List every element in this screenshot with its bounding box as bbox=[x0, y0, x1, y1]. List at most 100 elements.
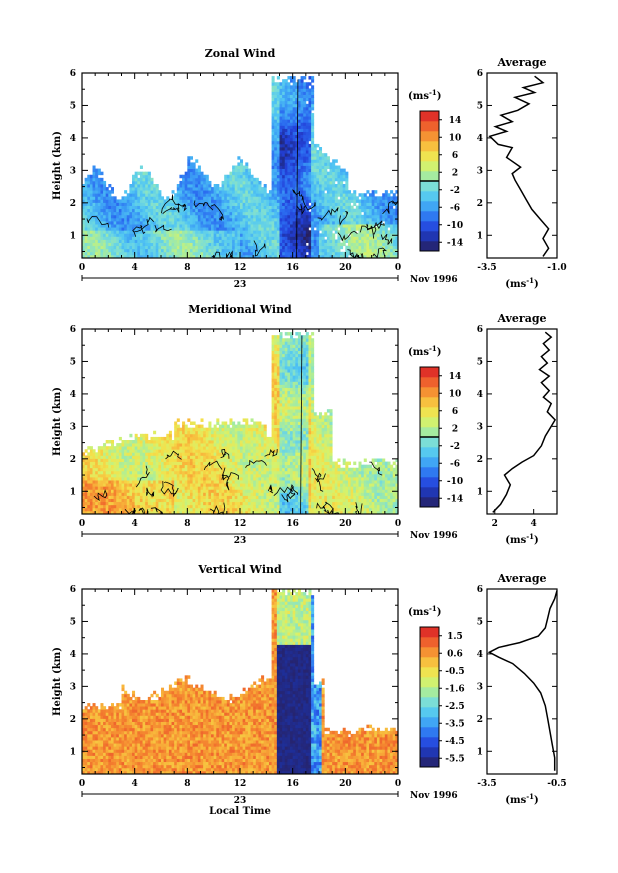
heatmap-cell bbox=[369, 245, 373, 250]
heatmap-cell bbox=[297, 165, 301, 169]
heatmap-cell bbox=[369, 193, 373, 197]
heatmap-cell bbox=[211, 504, 215, 509]
heatmap-cell bbox=[305, 245, 309, 250]
heatmap-cell bbox=[213, 190, 217, 194]
heatmap-cell bbox=[174, 193, 178, 197]
heatmap-cell bbox=[121, 230, 125, 234]
heatmap-cell bbox=[103, 227, 107, 231]
heatmap-cell bbox=[308, 116, 312, 120]
heatmap-cell bbox=[147, 248, 151, 253]
heatmap-cell bbox=[176, 510, 180, 515]
heatmap-cell bbox=[311, 233, 315, 237]
heatmap-cell bbox=[284, 116, 288, 120]
heatmap-cell bbox=[132, 254, 136, 259]
average-y-tick-label: 4 bbox=[477, 134, 483, 144]
heatmap-cell bbox=[232, 174, 236, 179]
heatmap-cell bbox=[100, 461, 104, 466]
heatmap-cell bbox=[147, 473, 151, 478]
heatmap-cell bbox=[263, 205, 267, 210]
heatmap-cell bbox=[319, 153, 323, 157]
heatmap-cell bbox=[284, 254, 288, 259]
heatmap-cell bbox=[187, 443, 191, 447]
heatmap-cell bbox=[142, 489, 146, 493]
heatmap-cell bbox=[182, 427, 186, 432]
heatmap-cell bbox=[129, 480, 133, 484]
heatmap-cell bbox=[266, 245, 270, 250]
heatmap-cell bbox=[279, 193, 283, 197]
heatmap-cell bbox=[213, 233, 217, 237]
heatmap-cell bbox=[103, 202, 107, 206]
heatmap-cell bbox=[282, 180, 286, 185]
heatmap-cell bbox=[82, 211, 86, 216]
heatmap-cell bbox=[279, 217, 283, 222]
heatmap-cell bbox=[337, 171, 341, 176]
heatmap-cell bbox=[271, 184, 275, 188]
heatmap-cell bbox=[116, 492, 120, 496]
heatmap-cell bbox=[153, 461, 157, 466]
heatmap-cell bbox=[279, 91, 283, 95]
heatmap-cell bbox=[137, 473, 141, 478]
heatmap-cell bbox=[97, 187, 101, 191]
heatmap-cell bbox=[158, 492, 162, 496]
heatmap-cell bbox=[311, 230, 315, 234]
heatmap-cell bbox=[384, 230, 388, 234]
heatmap-cell bbox=[319, 156, 323, 160]
heatmap-cell bbox=[355, 227, 359, 231]
heatmap-cell bbox=[266, 211, 270, 216]
heatmap-cell bbox=[129, 196, 133, 200]
heatmap-cell bbox=[242, 177, 246, 182]
heatmap-cell bbox=[211, 489, 215, 493]
heatmap-cell bbox=[390, 248, 394, 253]
heatmap-cell bbox=[216, 205, 220, 210]
heatmap-cell bbox=[342, 187, 346, 191]
heatmap-cell bbox=[92, 233, 96, 237]
heatmap-cell bbox=[284, 202, 288, 206]
heatmap-cell bbox=[274, 193, 278, 197]
heatmap-cell bbox=[245, 162, 249, 166]
heatmap-cell bbox=[155, 483, 159, 487]
heatmap-cell bbox=[147, 233, 151, 237]
heatmap-cell bbox=[287, 106, 291, 111]
heatmap-cell bbox=[92, 230, 96, 234]
heatmap-cell bbox=[174, 208, 178, 213]
heatmap-cell bbox=[89, 174, 93, 179]
heatmap-cell bbox=[261, 205, 265, 210]
heatmap-cell bbox=[282, 156, 286, 160]
heatmap-cell bbox=[324, 233, 328, 237]
heatmap-cell bbox=[342, 174, 346, 179]
heatmap-cell bbox=[303, 88, 307, 92]
heatmap-cell bbox=[184, 171, 188, 176]
heatmap-cell bbox=[282, 205, 286, 210]
heatmap-cell bbox=[324, 165, 328, 169]
heatmap-cell bbox=[313, 217, 317, 222]
heatmap-cell bbox=[92, 202, 96, 206]
heatmap-cell bbox=[126, 467, 130, 472]
heatmap-cell bbox=[287, 236, 291, 240]
heatmap-cell bbox=[82, 208, 86, 213]
heatmap-cell bbox=[287, 202, 291, 206]
heatmap-cell bbox=[110, 239, 114, 243]
heatmap-cell bbox=[84, 196, 88, 200]
heatmap-cell bbox=[340, 202, 344, 206]
heatmap-cell bbox=[121, 208, 125, 213]
heatmap-cell bbox=[134, 433, 138, 438]
heatmap-cell bbox=[145, 242, 149, 247]
heatmap-cell bbox=[392, 239, 396, 243]
heatmap-cell bbox=[313, 251, 317, 256]
heatmap-cell bbox=[184, 251, 188, 256]
heatmap-cell bbox=[332, 205, 336, 210]
heatmap-cell bbox=[142, 464, 146, 469]
heatmap-cell bbox=[300, 76, 304, 80]
heatmap-cell bbox=[147, 480, 151, 484]
heatmap-cell bbox=[303, 190, 307, 194]
heatmap-cell bbox=[179, 221, 183, 225]
heatmap-cell bbox=[284, 88, 288, 92]
heatmap-cell bbox=[300, 239, 304, 243]
heatmap-cell bbox=[153, 492, 157, 496]
heatmap-cell bbox=[182, 504, 186, 509]
heatmap-cell bbox=[203, 495, 207, 499]
heatmap-cell bbox=[292, 227, 296, 231]
heatmap-cell bbox=[342, 239, 346, 243]
heatmap-cell bbox=[237, 171, 241, 176]
heatmap-cell bbox=[192, 443, 196, 447]
